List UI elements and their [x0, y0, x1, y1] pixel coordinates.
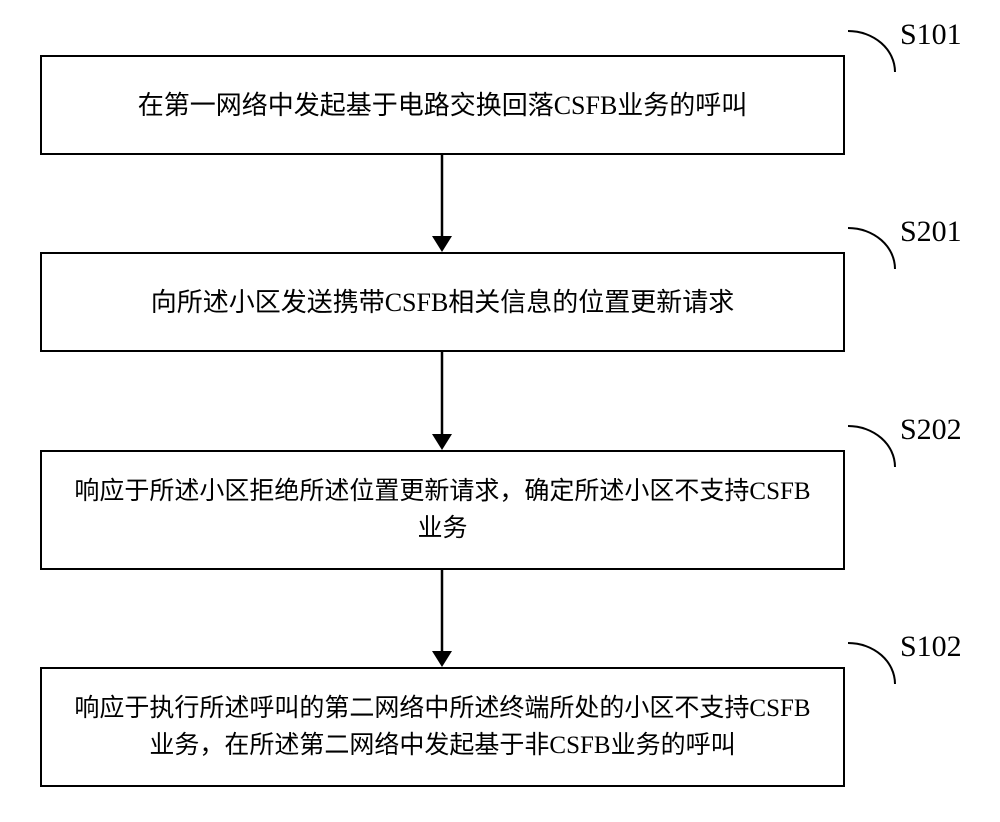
step-label-s101: S101 [900, 18, 962, 52]
step-box-s202: 响应于所述小区拒绝所述位置更新请求，确定所述小区不支持CSFB 业务 [40, 450, 845, 570]
step-box-s201: 向所述小区发送携带CSFB相关信息的位置更新请求 [40, 252, 845, 352]
step-text-s202: 响应于所述小区拒绝所述位置更新请求，确定所述小区不支持CSFB 业务 [74, 473, 810, 548]
step-box-s102: 响应于执行所述呼叫的第二网络中所述终端所处的小区不支持CSFB 业务，在所述第二… [40, 667, 845, 787]
step-text-s102: 响应于执行所述呼叫的第二网络中所述终端所处的小区不支持CSFB 业务，在所述第二… [74, 690, 810, 765]
step-box-s101: 在第一网络中发起基于电路交换回落CSFB业务的呼叫 [40, 55, 845, 155]
arrow-1 [430, 155, 454, 252]
step-text-s101: 在第一网络中发起基于电路交换回落CSFB业务的呼叫 [138, 86, 748, 125]
callout-s202 [848, 425, 896, 467]
flowchart-canvas: 在第一网络中发起基于电路交换回落CSFB业务的呼叫 S101 向所述小区发送携带CS… [0, 0, 1000, 822]
callout-s201 [848, 227, 896, 269]
step-text-s201: 向所述小区发送携带CSFB相关信息的位置更新请求 [151, 283, 735, 322]
step-label-s102: S102 [900, 630, 962, 664]
step-label-s201: S201 [900, 215, 962, 249]
callout-s101 [848, 30, 896, 72]
arrow-3 [430, 570, 454, 667]
callout-s102 [848, 642, 896, 684]
arrow-2 [430, 352, 454, 450]
step-label-s202: S202 [900, 413, 962, 447]
